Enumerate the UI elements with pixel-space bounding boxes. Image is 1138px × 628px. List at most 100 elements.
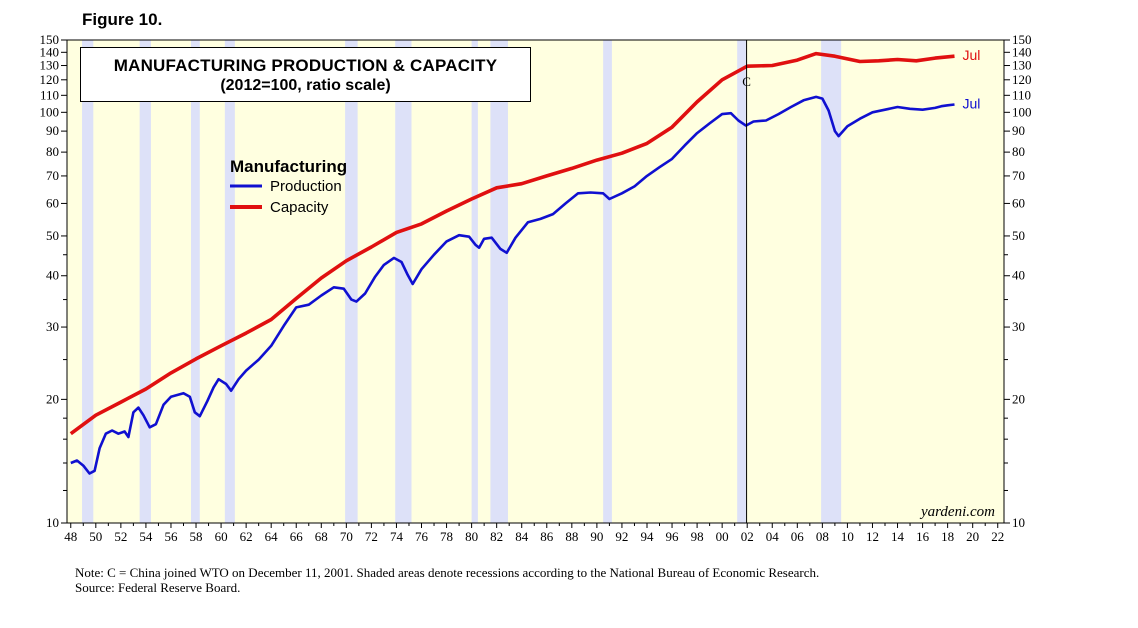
y-tick-label-right: 110 bbox=[1012, 87, 1031, 102]
series-production-line bbox=[70, 95, 955, 475]
y-tick-label-left: 50 bbox=[46, 228, 59, 243]
x-tick-label: 08 bbox=[816, 529, 829, 544]
y-tick-label-left: 40 bbox=[46, 268, 59, 283]
x-tick-label: 22 bbox=[991, 529, 1004, 544]
recession-band bbox=[345, 40, 358, 523]
x-tick-label: 10 bbox=[841, 529, 854, 544]
x-tick-label: 80 bbox=[465, 529, 478, 544]
y-tick-label-right: 140 bbox=[1012, 44, 1032, 59]
x-tick-label: 94 bbox=[640, 529, 654, 544]
x-tick-label: 98 bbox=[691, 529, 704, 544]
series-capacity-end-label: Jul bbox=[963, 47, 981, 63]
y-tick-label-left: 30 bbox=[46, 319, 59, 334]
y-tick-label-right: 90 bbox=[1012, 123, 1025, 138]
x-tick-label: 68 bbox=[315, 529, 328, 544]
y-tick-label-left: 150 bbox=[40, 32, 60, 47]
y-tick-label-left: 20 bbox=[46, 391, 59, 406]
x-tick-label: 02 bbox=[741, 529, 754, 544]
x-tick-label: 92 bbox=[615, 529, 628, 544]
x-tick-label: 84 bbox=[515, 529, 529, 544]
y-tick-label-right: 120 bbox=[1012, 72, 1032, 87]
recession-band bbox=[191, 40, 200, 523]
recession-band bbox=[395, 40, 412, 523]
y-tick-label-left: 60 bbox=[46, 195, 59, 210]
recession-band bbox=[224, 40, 235, 523]
x-tick-label: 60 bbox=[215, 529, 228, 544]
x-tick-label: 72 bbox=[365, 529, 378, 544]
y-tick-label-right: 40 bbox=[1012, 268, 1025, 283]
y-tick-label-left: 80 bbox=[46, 144, 59, 159]
x-tick-label: 74 bbox=[390, 529, 404, 544]
y-tick-label-right: 100 bbox=[1012, 104, 1032, 119]
x-tick-label: 20 bbox=[966, 529, 979, 544]
x-tick-label: 12 bbox=[866, 529, 879, 544]
x-tick-label: 16 bbox=[916, 529, 930, 544]
y-tick-label-right: 20 bbox=[1012, 391, 1025, 406]
chart-notes: Note: C = China joined WTO on December 1… bbox=[75, 565, 819, 595]
y-tick-label-left: 130 bbox=[40, 58, 60, 73]
y-tick-label-left: 10 bbox=[46, 515, 59, 530]
wto-label: C bbox=[742, 74, 751, 89]
series-capacity-line bbox=[69, 51, 955, 436]
recession-band bbox=[821, 40, 842, 523]
chart-title: MANUFACTURING PRODUCTION & CAPACITY bbox=[113, 56, 498, 75]
recession-band bbox=[471, 40, 478, 523]
source-line: Source: Federal Reserve Board. bbox=[75, 580, 241, 595]
x-tick-label: 06 bbox=[791, 529, 805, 544]
x-tick-label: 48 bbox=[64, 529, 77, 544]
chart-title-box: MANUFACTURING PRODUCTION & CAPACITY (201… bbox=[80, 47, 531, 102]
x-tick-label: 14 bbox=[891, 529, 905, 544]
x-tick-label: 82 bbox=[490, 529, 503, 544]
recession-band bbox=[490, 40, 508, 523]
x-tick-label: 00 bbox=[716, 529, 729, 544]
x-tick-label: 66 bbox=[290, 529, 304, 544]
x-tick-label: 52 bbox=[114, 529, 127, 544]
x-tick-label: 18 bbox=[941, 529, 954, 544]
y-tick-label-right: 130 bbox=[1012, 58, 1032, 73]
y-tick-label-right: 50 bbox=[1012, 228, 1025, 243]
series-lines: Jul Jul bbox=[69, 47, 981, 475]
x-tick-label: 86 bbox=[540, 529, 554, 544]
x-tick-label: 76 bbox=[415, 529, 429, 544]
recession-shading bbox=[82, 40, 842, 523]
x-tick-label: 50 bbox=[89, 529, 102, 544]
x-tick-label: 04 bbox=[766, 529, 780, 544]
x-tick-label: 54 bbox=[139, 529, 153, 544]
legend-title: Manufacturing bbox=[230, 157, 347, 176]
y-tick-label-left: 70 bbox=[46, 168, 59, 183]
chart-subtitle: (2012=100, ratio scale) bbox=[220, 77, 391, 94]
plot-area bbox=[67, 40, 1004, 523]
recession-band bbox=[82, 40, 94, 523]
axes: 10 10 20 20 30 30 40 40 50 50 60 60 70 70 80 80 90 90 100 1… bbox=[40, 32, 1032, 544]
x-tick-label: 78 bbox=[440, 529, 453, 544]
legend-label-production: Production bbox=[270, 178, 342, 195]
x-tick-label: 58 bbox=[190, 529, 203, 544]
x-tick-label: 62 bbox=[240, 529, 253, 544]
legend: Manufacturing Production Capacity bbox=[230, 157, 347, 216]
y-tick-label-right: 10 bbox=[1012, 515, 1025, 530]
x-tick-label: 64 bbox=[265, 529, 279, 544]
x-tick-label: 88 bbox=[565, 529, 578, 544]
x-tick-label: 70 bbox=[340, 529, 353, 544]
y-tick-label-right: 150 bbox=[1012, 32, 1032, 47]
y-tick-label-left: 120 bbox=[40, 72, 60, 87]
x-tick-label: 56 bbox=[164, 529, 178, 544]
x-tick-label: 90 bbox=[590, 529, 603, 544]
y-tick-label-left: 110 bbox=[40, 87, 59, 102]
series-production-end-label: Jul bbox=[963, 95, 981, 111]
x-tick-label: 96 bbox=[666, 529, 680, 544]
y-tick-label-right: 30 bbox=[1012, 319, 1025, 334]
figure-label: Figure 10. bbox=[82, 10, 163, 29]
y-tick-label-right: 70 bbox=[1012, 168, 1025, 183]
y-tick-label-left: 90 bbox=[46, 123, 59, 138]
y-tick-label-right: 60 bbox=[1012, 195, 1025, 210]
y-tick-label-left: 140 bbox=[40, 44, 60, 59]
plot-border bbox=[66, 39, 1005, 524]
note-line: Note: C = China joined WTO on December 1… bbox=[75, 565, 820, 580]
watermark: yardeni.com bbox=[919, 504, 995, 520]
recession-band bbox=[139, 40, 151, 523]
legend-label-capacity: Capacity bbox=[270, 199, 329, 216]
plot-background bbox=[67, 40, 1004, 523]
